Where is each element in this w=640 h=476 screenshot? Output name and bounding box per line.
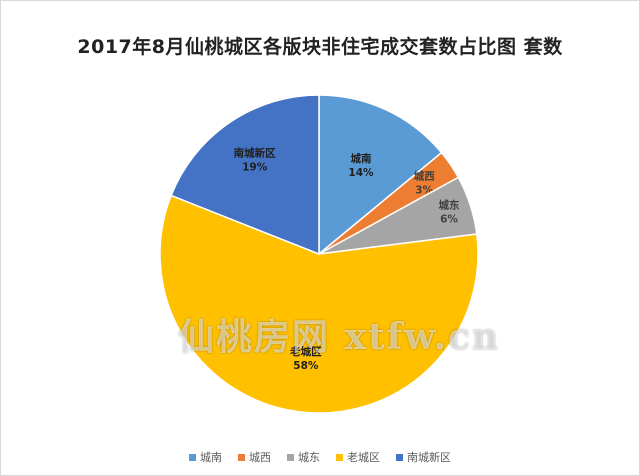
legend-swatch-2 <box>287 453 294 461</box>
legend-label-3: 老城区 <box>347 451 380 464</box>
pie-slice-4 <box>170 94 320 256</box>
legend-swatch-1 <box>238 453 245 461</box>
legend-label-1: 城西 <box>249 451 271 464</box>
slice-percent-4: 19% <box>242 161 268 173</box>
legend-label-2: 城东 <box>298 451 320 464</box>
slice-percent-2: 6% <box>440 214 458 226</box>
legend-item-0: 城南 <box>189 449 222 465</box>
slice-label-4: 南城新区 <box>234 146 276 159</box>
legend-item-3: 老城区 <box>336 449 380 465</box>
slice-label-1: 城西 <box>414 170 435 183</box>
chart-title: 2017年8月仙桃城区各版块非住宅成交套数占比图 套数 <box>77 36 563 58</box>
slice-label-0: 城南 <box>350 152 371 165</box>
slice-label-2: 城东 <box>439 199 460 212</box>
slice-percent-0: 14% <box>348 167 374 179</box>
legend-label-4: 南城新区 <box>407 451 451 464</box>
legend-item-1: 城西 <box>238 449 271 465</box>
legend-swatch-3 <box>336 453 343 461</box>
pie-slice-0 <box>318 94 443 256</box>
legend-item-4: 南城新区 <box>396 449 451 465</box>
legend-swatch-0 <box>189 453 196 461</box>
chart-legend: 城南 城西 城东 老城区 南城新区 <box>0 449 640 465</box>
slice-label-3: 老城区 <box>289 345 322 358</box>
slice-percent-3: 58% <box>293 360 319 372</box>
legend-label-0: 城南 <box>200 451 222 464</box>
legend-item-2: 城东 <box>287 449 320 465</box>
legend-swatch-4 <box>396 453 403 461</box>
pie-slice-3 <box>159 194 479 414</box>
watermark-text: 仙桃房网 xtfw.cn <box>178 316 501 358</box>
